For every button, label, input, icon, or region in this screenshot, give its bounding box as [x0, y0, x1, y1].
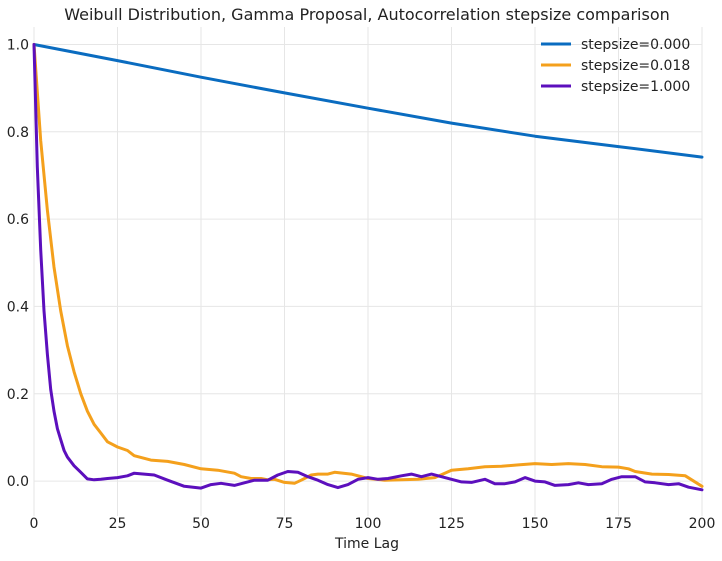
series-line-1 [32, 43, 704, 488]
x-axis-label: Time Lag [334, 536, 399, 552]
y-tick-label: 1.0 [7, 37, 29, 53]
y-tick-label: 0.0 [7, 474, 29, 490]
y-tick-label: 0.2 [7, 387, 29, 403]
grid [33, 27, 703, 516]
y-tick-label: 0.4 [7, 299, 29, 315]
x-tick-label: 100 [355, 516, 382, 532]
x-tick-label: 125 [438, 516, 465, 532]
legend-label-0: stepsize=0.000 [581, 37, 690, 53]
y-tick-label: 0.6 [7, 212, 29, 228]
x-tick-label: 75 [276, 516, 294, 532]
legend: stepsize=0.000 stepsize=0.018 stepsize=1.0… [541, 37, 690, 95]
series-line-2 [32, 43, 704, 492]
legend-label-2: stepsize=1.000 [581, 79, 690, 95]
x-tick-label: 50 [192, 516, 210, 532]
x-tick-label: 150 [522, 516, 549, 532]
x-tick-label: 25 [109, 516, 127, 532]
y-axis-ticks: 0.0 0.2 0.4 0.6 0.8 1.0 [7, 37, 29, 490]
x-tick-label: 175 [605, 516, 632, 532]
series-lines [32, 43, 704, 492]
y-tick-label: 0.8 [7, 125, 29, 141]
legend-label-1: stepsize=0.018 [581, 58, 690, 74]
x-tick-label: 0 [30, 516, 39, 532]
x-tick-label: 200 [689, 516, 716, 532]
series-line-0 [32, 43, 704, 159]
x-axis-ticks: 0 25 50 75 100 125 150 175 200 [30, 516, 716, 532]
chart-title: Weibull Distribution, Gamma Proposal, Au… [64, 5, 670, 24]
